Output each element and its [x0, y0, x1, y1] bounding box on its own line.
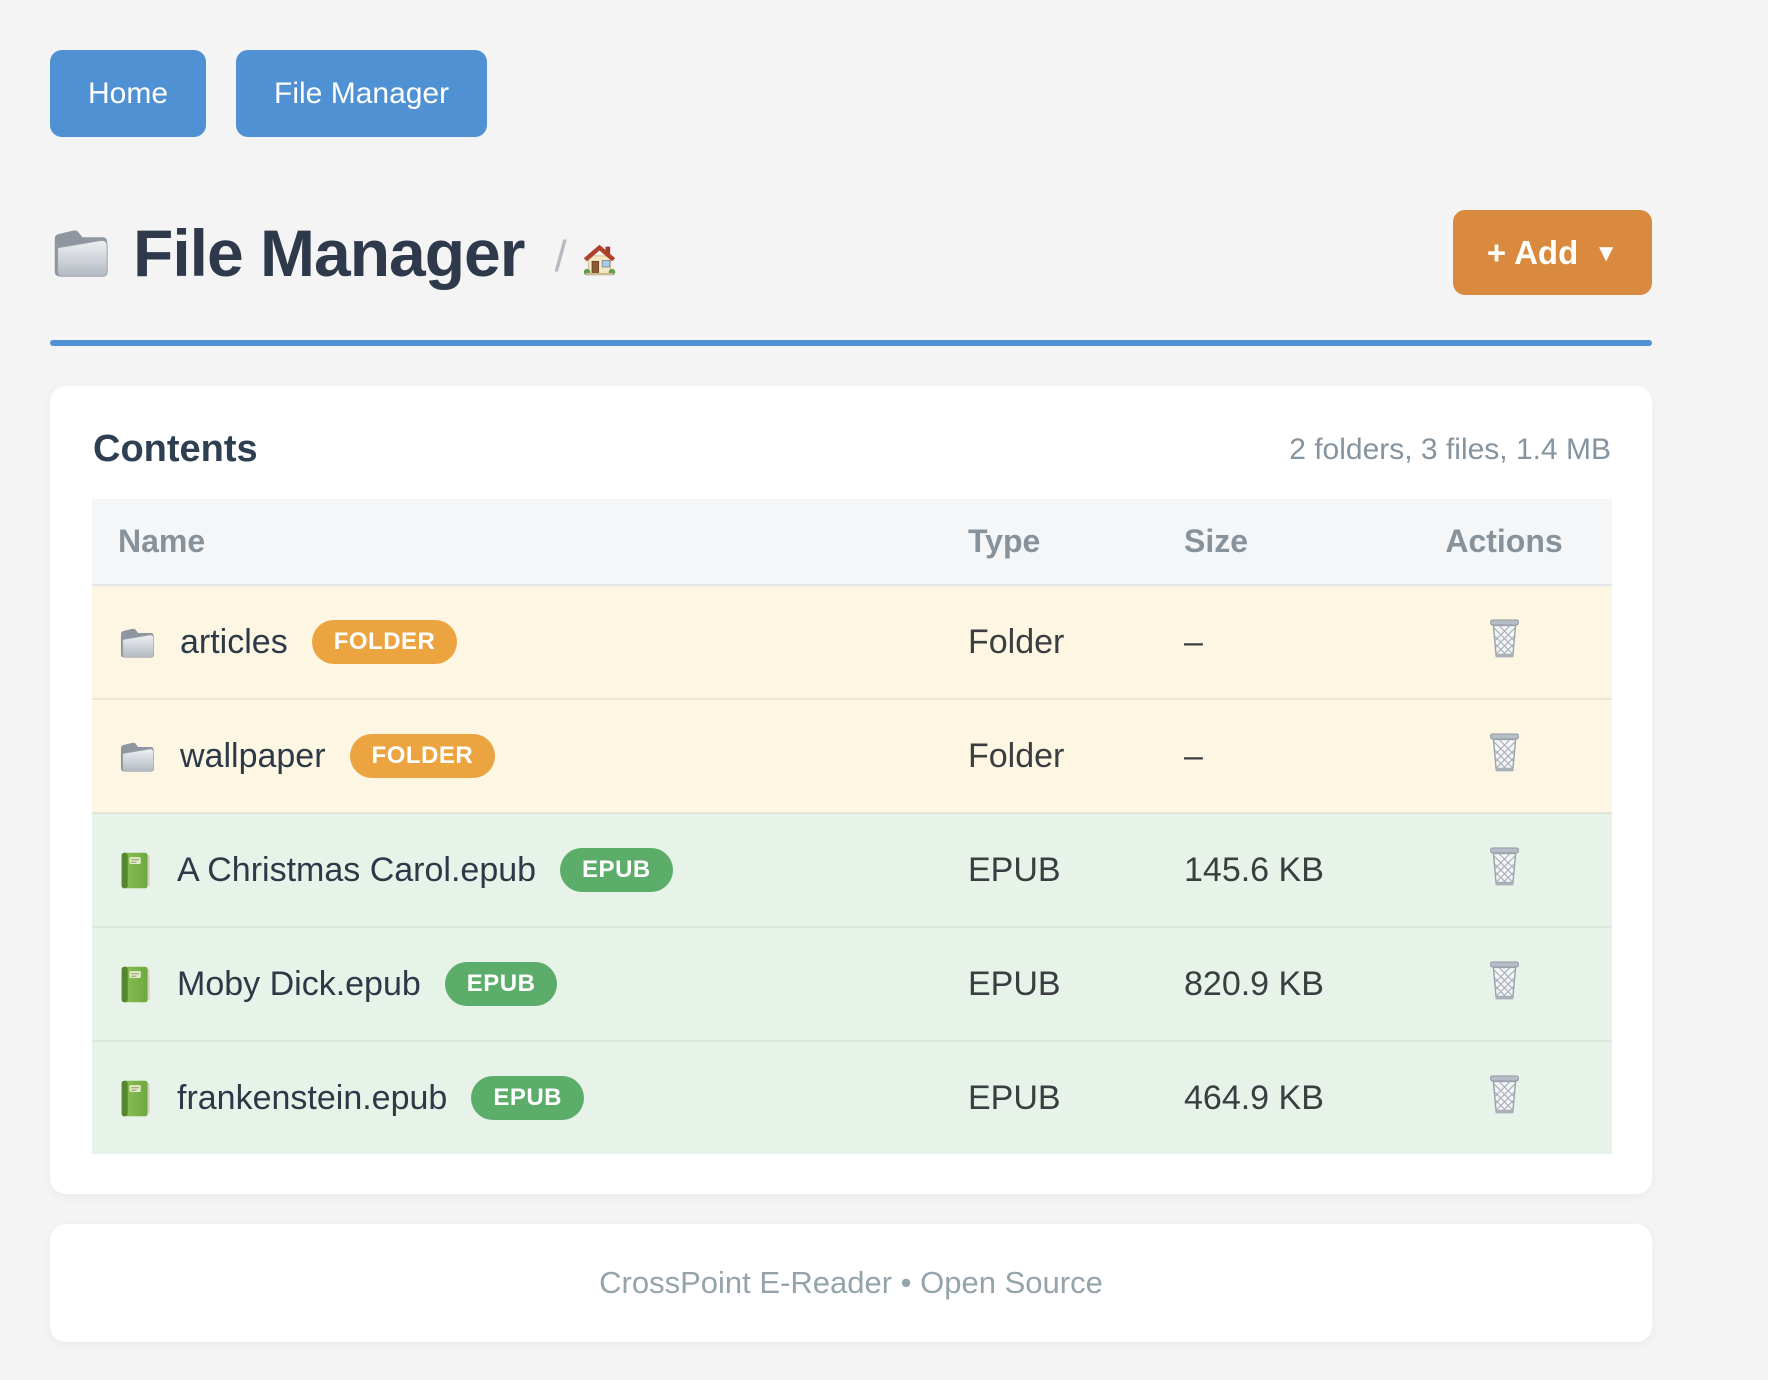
house-icon[interactable] [581, 242, 618, 279]
size-cell: 145.6 KB [1160, 812, 1396, 927]
file-name-link[interactable]: Moby Dick.epub [177, 964, 421, 1003]
table-row: wallpaper FOLDER Folder – [92, 698, 1612, 813]
add-button[interactable]: + Add ▼ [1452, 210, 1652, 295]
type-cell: EPUB [944, 1040, 1160, 1154]
trash-icon [1486, 1072, 1523, 1115]
size-cell: 464.9 KB [1160, 1040, 1396, 1154]
column-header-name: Name [92, 499, 944, 586]
trash-icon [1486, 616, 1523, 659]
top-nav: Home File Manager [50, 50, 1652, 137]
file-name-link[interactable]: articles [180, 622, 288, 661]
column-header-type: Type [944, 499, 1160, 586]
table-row: articles FOLDER Folder – [92, 585, 1612, 699]
contents-card-header: Contents 2 folders, 3 files, 1.4 MB [92, 426, 1612, 471]
table-row: A Christmas Carol.epub EPUB EPUB 145.6 K… [92, 812, 1612, 927]
size-cell: – [1160, 698, 1396, 813]
nav-button-file-manager[interactable]: File Manager [236, 50, 488, 137]
type-cell: Folder [944, 698, 1160, 813]
epub-badge: EPUB [471, 1076, 584, 1120]
page: Home File Manager File Manager / + Add ▼… [50, 50, 1652, 1342]
delete-button[interactable] [1486, 616, 1523, 659]
file-name-link[interactable]: frankenstein.epub [177, 1078, 448, 1117]
trash-icon [1486, 958, 1523, 1001]
breadcrumb-separator: / [554, 231, 567, 281]
file-name-link[interactable]: A Christmas Carol.epub [177, 850, 537, 889]
type-cell: Folder [944, 585, 1160, 699]
caret-down-icon: ▼ [1594, 239, 1618, 267]
folder-icon [120, 741, 154, 772]
epub-badge: EPUB [560, 848, 673, 892]
type-cell: EPUB [944, 926, 1160, 1041]
table-header-row: Name Type Size Actions [92, 499, 1612, 586]
page-header: File Manager / + Add ▼ [50, 210, 1652, 295]
epub-badge: EPUB [444, 962, 558, 1006]
delete-button[interactable] [1486, 1072, 1523, 1115]
folder-icon [54, 229, 108, 277]
contents-heading: Contents [93, 428, 258, 470]
nav-button-home[interactable]: Home [50, 50, 207, 137]
contents-summary: 2 folders, 3 files, 1.4 MB [1289, 432, 1611, 466]
table-row: frankenstein.epub EPUB EPUB 464.9 KB [92, 1040, 1612, 1154]
trash-icon [1486, 730, 1523, 773]
delete-button[interactable] [1486, 958, 1523, 1001]
folder-badge: FOLDER [311, 620, 458, 664]
trash-icon [1486, 844, 1523, 887]
footer-text: CrossPoint E-Reader • Open Source [599, 1265, 1103, 1300]
size-cell: – [1160, 585, 1396, 699]
page-title: File Manager [133, 215, 525, 290]
delete-button[interactable] [1486, 844, 1523, 887]
files-table: Name Type Size Actions articles FOLDER [92, 499, 1612, 1154]
table-row: Moby Dick.epub EPUB EPUB 820.9 KB [92, 926, 1612, 1041]
add-button-label: + Add [1486, 233, 1579, 271]
title-divider [50, 340, 1652, 346]
size-cell: 820.9 KB [1160, 926, 1396, 1041]
footer: CrossPoint E-Reader • Open Source [50, 1224, 1652, 1342]
delete-button[interactable] [1486, 730, 1523, 773]
column-header-size: Size [1160, 499, 1396, 586]
file-name-link[interactable]: wallpaper [180, 736, 326, 775]
contents-card: Contents 2 folders, 3 files, 1.4 MB Name… [50, 386, 1652, 1194]
folder-icon [120, 627, 154, 658]
type-cell: EPUB [944, 812, 1160, 927]
column-header-actions: Actions [1396, 499, 1612, 586]
book-icon [120, 965, 151, 1003]
book-icon [120, 851, 151, 889]
folder-badge: FOLDER [349, 734, 496, 778]
book-icon [120, 1079, 151, 1117]
